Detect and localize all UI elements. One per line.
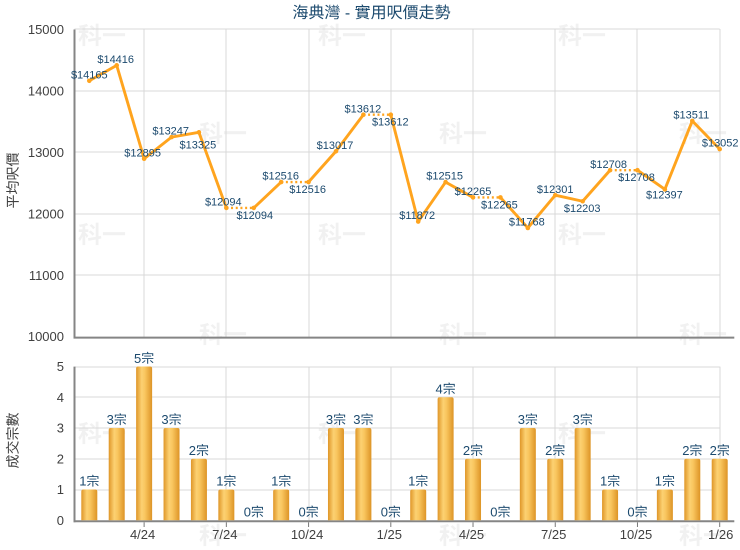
svg-text:4: 4	[57, 390, 64, 405]
svg-text:$12301: $12301	[537, 184, 574, 196]
svg-text:-: -	[340, 5, 354, 22]
svg-text:1: 1	[408, 474, 415, 489]
svg-text:2: 2	[682, 443, 689, 458]
svg-text:$13612: $13612	[372, 117, 409, 129]
svg-text:$11872: $11872	[399, 210, 435, 222]
svg-text:12000: 12000	[28, 206, 64, 221]
svg-text:1: 1	[79, 474, 86, 489]
svg-text:4/24: 4/24	[130, 527, 155, 542]
svg-text:7/25: 7/25	[541, 527, 566, 542]
svg-text:$12516: $12516	[262, 171, 299, 183]
svg-text:3: 3	[326, 412, 333, 427]
svg-text:0: 0	[627, 505, 634, 520]
svg-text:$13017: $13017	[317, 140, 354, 152]
svg-text:3: 3	[573, 412, 580, 427]
svg-text:$13325: $13325	[180, 139, 217, 151]
svg-text:15000: 15000	[28, 22, 64, 37]
svg-text:0: 0	[490, 505, 497, 520]
svg-text:$12094: $12094	[205, 197, 242, 209]
svg-text:$12708: $12708	[618, 172, 655, 184]
svg-text:3: 3	[353, 412, 360, 427]
svg-text:$13052: $13052	[702, 138, 739, 150]
svg-text:2: 2	[463, 443, 470, 458]
svg-text:4: 4	[436, 382, 443, 397]
svg-text:1: 1	[600, 474, 607, 489]
svg-text:1: 1	[216, 474, 223, 489]
svg-text:$11768: $11768	[509, 217, 545, 229]
svg-text:$12397: $12397	[646, 189, 683, 201]
svg-text:$12708: $12708	[590, 159, 627, 171]
svg-text:1: 1	[271, 474, 278, 489]
svg-text:0: 0	[57, 513, 64, 528]
svg-text:11000: 11000	[29, 268, 64, 283]
svg-text:0: 0	[381, 505, 388, 520]
svg-text:$12265: $12265	[455, 186, 492, 198]
svg-text:2: 2	[545, 443, 552, 458]
svg-text:7/24: 7/24	[212, 527, 237, 542]
svg-text:$14165: $14165	[71, 69, 108, 81]
svg-text:$12515: $12515	[426, 171, 463, 183]
svg-text:10000: 10000	[28, 329, 64, 344]
svg-text:$12094: $12094	[236, 210, 273, 222]
svg-text:4/25: 4/25	[459, 527, 484, 542]
svg-text:0: 0	[299, 505, 306, 520]
svg-text:1/25: 1/25	[377, 527, 402, 542]
svg-text:0: 0	[244, 505, 251, 520]
svg-text:13000: 13000	[28, 145, 64, 160]
svg-text:$13511: $13511	[673, 110, 709, 122]
svg-text:$12203: $12203	[564, 203, 601, 215]
svg-text:$14416: $14416	[97, 54, 134, 66]
svg-text:3: 3	[518, 412, 525, 427]
svg-text:3: 3	[57, 421, 64, 436]
svg-text:3: 3	[107, 412, 114, 427]
svg-text:5: 5	[134, 351, 141, 366]
svg-text:10/25: 10/25	[620, 527, 653, 542]
svg-text:14000: 14000	[28, 84, 64, 99]
svg-text:1: 1	[57, 482, 64, 497]
svg-text:3: 3	[161, 412, 168, 427]
svg-text:1/26: 1/26	[708, 527, 733, 542]
svg-text:1: 1	[655, 474, 662, 489]
svg-text:10/24: 10/24	[291, 527, 324, 542]
svg-text:2: 2	[57, 452, 64, 467]
svg-text:2: 2	[189, 443, 196, 458]
svg-text:5: 5	[57, 359, 64, 374]
svg-text:$12516: $12516	[289, 184, 326, 196]
svg-text:$13612: $13612	[345, 103, 382, 115]
svg-text:$12895: $12895	[124, 147, 161, 159]
svg-text:2: 2	[710, 443, 717, 458]
svg-text:$12265: $12265	[481, 199, 518, 211]
svg-text:$13247: $13247	[152, 126, 189, 138]
